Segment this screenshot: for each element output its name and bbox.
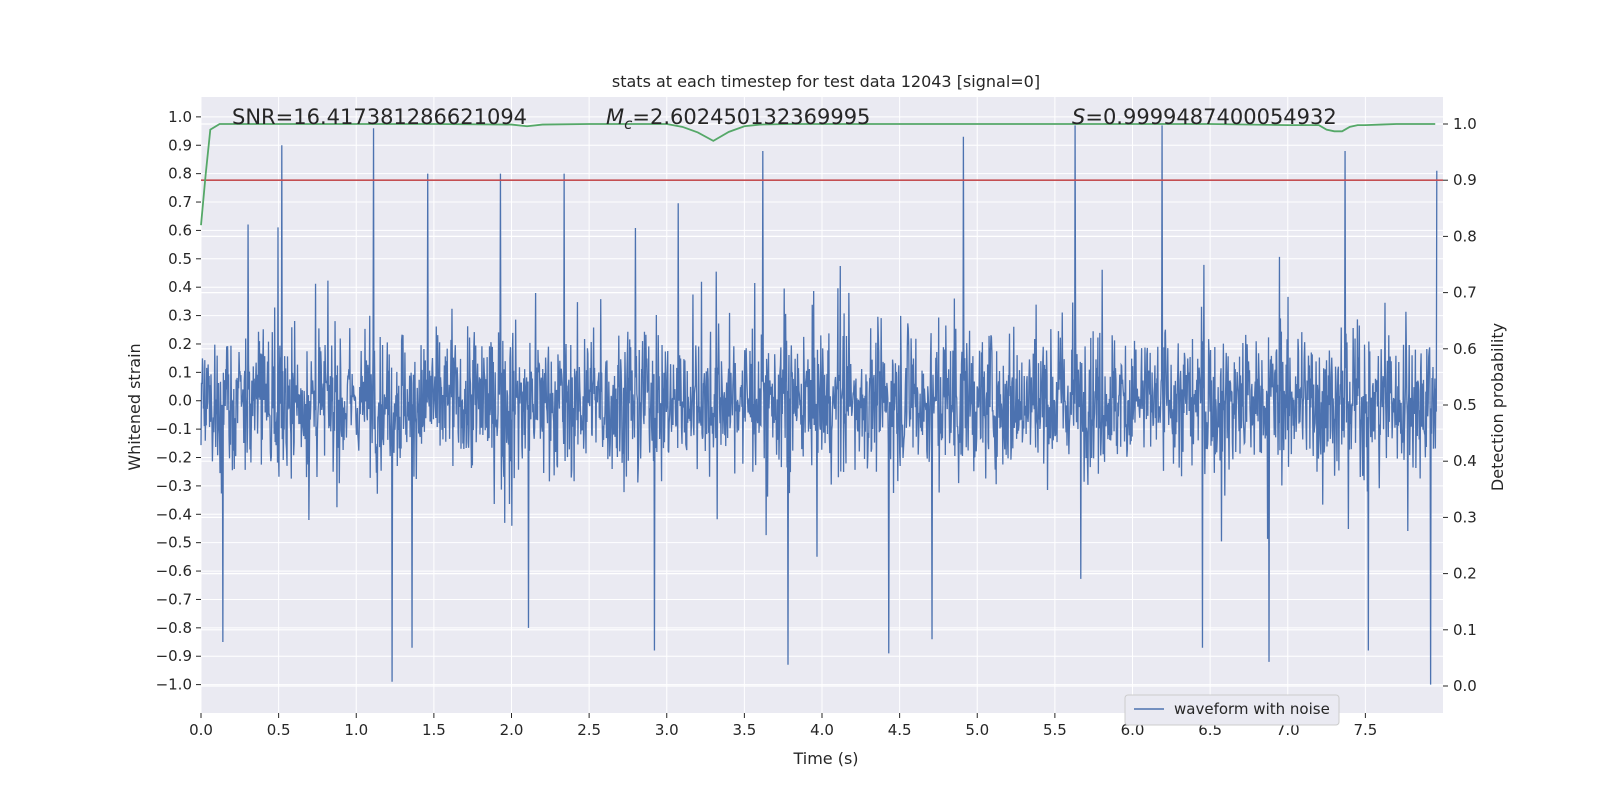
y-left-tick-label: 0.9 [168,136,192,154]
x-tick-label: 3.0 [655,721,679,739]
chirp-mass-subscript: c [624,115,633,133]
x-tick-label: 0.0 [189,721,213,739]
y-right-tick-label: 0.4 [1453,452,1477,470]
y-left-tick-label: −0.2 [156,449,192,467]
y-left-tick-label: −0.1 [156,420,192,438]
y-left-tick-label: −1.0 [156,676,192,694]
y-left-tick-label: −0.6 [156,562,192,580]
y-left-tick-label: 0.4 [168,278,192,296]
y-right-tick-label: 0.1 [1453,621,1477,639]
legend: waveform with noise [1124,694,1340,726]
x-axis-label: Time (s) [792,749,858,768]
score-annotation: S=0.9999487400054932 [1072,105,1337,129]
y-right-tick-label: 0.6 [1453,340,1477,358]
x-tick-label: 7.5 [1353,721,1377,739]
x-tick-label: 0.5 [267,721,291,739]
y-left-tick-label: 0.8 [168,165,192,183]
x-tick-label: 5.5 [1043,721,1067,739]
score-value: =0.9999487400054932 [1085,105,1336,129]
y-left-tick-label: −0.4 [156,505,192,523]
y-left-tick-label: 0.2 [168,335,192,353]
chart-title: stats at each timestep for test data 120… [612,72,1040,91]
y-left-tick-label: −0.7 [156,590,192,608]
y-axis-label-right: Detection probability [1488,323,1507,491]
y-right-tick-label: 0.3 [1453,508,1477,526]
waveform-series [200,125,1438,685]
y-right-tick-label: 0.5 [1453,396,1477,414]
y-right-tick-label: 0.9 [1453,171,1477,189]
x-tick-label: 4.0 [810,721,834,739]
legend-entry-waveform: waveform with noise [1174,700,1330,718]
x-tick-label: 2.5 [577,721,601,739]
y-left-tick-label: 0.3 [168,307,192,325]
y-left-tick-label: −0.3 [156,477,192,495]
y-left-tick-label: −0.8 [156,619,192,637]
x-tick-label: 5.0 [965,721,989,739]
x-tick-label: 1.0 [344,721,368,739]
x-tick-label: 3.5 [732,721,756,739]
y-left-tick-label: 0.0 [168,392,192,410]
y-axis-label-left: Whitened strain [125,343,144,470]
y-left-tick-label: 0.5 [168,250,192,268]
detection-probability-series [200,123,1436,226]
y-right-tick-label: 1.0 [1453,115,1477,133]
y-right-tick-label: 0.7 [1453,284,1477,302]
legend-box [1124,694,1340,726]
x-tick-label: 1.5 [422,721,446,739]
y-right-tick-label: 0.8 [1453,227,1477,245]
y-right-tick-label: 0.0 [1453,677,1477,695]
y-left-tick-label: −0.9 [156,647,192,665]
chirp-mass-annotation: Mc=2.602450132369995 [606,105,870,133]
y-left-tick-label: 0.1 [168,363,192,381]
y-left-tick-label: −0.5 [156,534,192,552]
x-tick-label: 2.0 [500,721,524,739]
chirp-mass-value: =2.602450132369995 [632,105,870,129]
y-left-tick-label: 0.7 [168,193,192,211]
snr-annotation: SNR=16.417381286621094 [232,105,527,129]
x-tick-label: 4.5 [888,721,912,739]
y-left-tick-label: 0.6 [168,221,192,239]
score-symbol: S [1072,105,1085,129]
y-right-tick-label: 0.2 [1453,565,1477,583]
chirp-mass-symbol: M [606,105,624,129]
y-left-tick-label: 1.0 [168,108,192,126]
